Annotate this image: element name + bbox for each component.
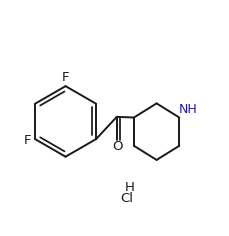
Text: NH: NH xyxy=(179,103,197,116)
Text: Cl: Cl xyxy=(120,192,134,205)
Text: F: F xyxy=(23,134,31,147)
Text: O: O xyxy=(112,140,123,153)
Text: F: F xyxy=(62,71,69,84)
Text: H: H xyxy=(124,181,134,194)
